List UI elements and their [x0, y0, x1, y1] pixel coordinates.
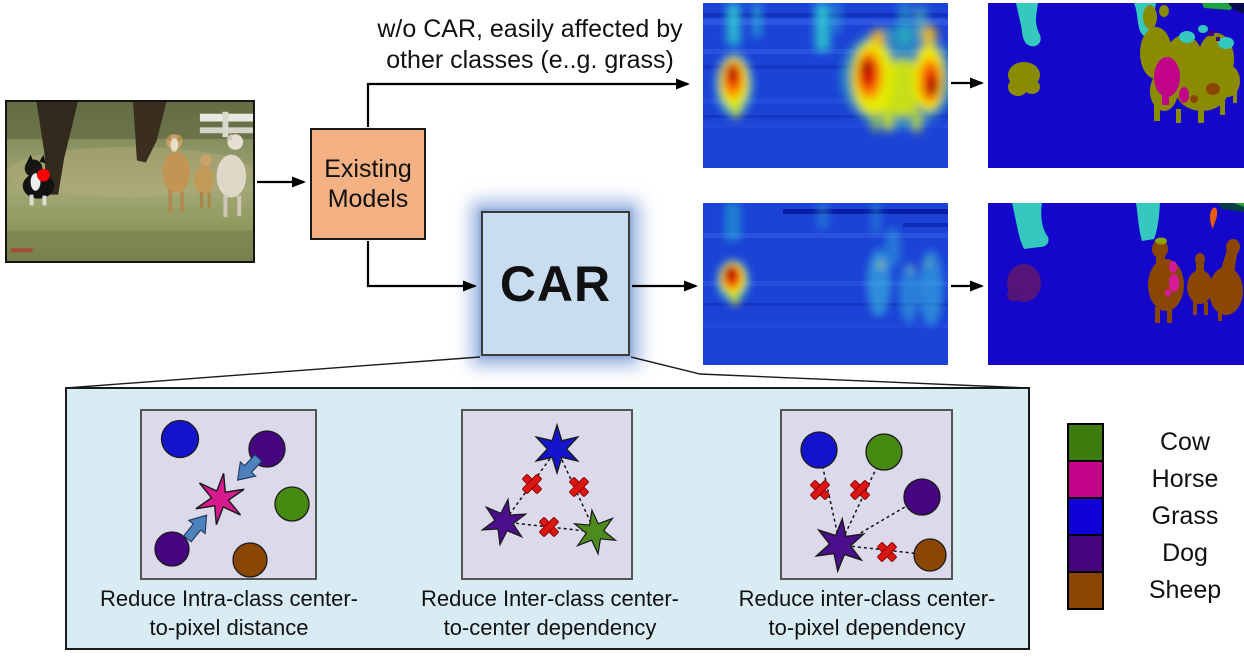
car-box: CAR [481, 211, 630, 356]
seg-green-corner [1202, 3, 1238, 10]
red-x-icon [876, 541, 898, 563]
dry-grass-band [7, 146, 253, 198]
caption-intra-class: Reduce Intra-class center- to-pixel dist… [100, 586, 358, 640]
seg-brown-patches [1190, 83, 1220, 103]
legend-row-sheep: Sheep [1067, 571, 1244, 610]
wo-car-annotation: w/o CAR, easily affected by other classe… [377, 15, 683, 74]
dog-center-star [815, 517, 864, 573]
sheep-color-swatch [1067, 571, 1104, 610]
caption-inter-pixel: Reduce inter-class center- to-pixel depe… [738, 586, 996, 640]
intra-class-diagram [140, 409, 317, 580]
heatmap-with-car [703, 203, 948, 365]
foreground-grass [7, 230, 253, 261]
tree-trunk-right [132, 102, 167, 163]
red-x-icon [521, 473, 543, 495]
dog-color-swatch [1067, 534, 1104, 573]
seg-green-corner [1234, 203, 1244, 207]
inter-class-center-diagram [461, 409, 633, 580]
caption-inter-center: Reduce Inter-class center- to-center dep… [421, 586, 679, 640]
photo-scene [7, 102, 253, 261]
legend-label: Grass [1151, 502, 1219, 530]
seg-dog-region [1007, 264, 1041, 302]
legend-row-cow: Cow [1067, 423, 1244, 462]
grass-center-star [536, 425, 578, 473]
horse-color-swatch [1067, 460, 1104, 499]
dog [22, 154, 55, 206]
legend-label: Dog [1162, 539, 1208, 567]
sheep-white [216, 133, 247, 218]
red-x-icon [568, 476, 590, 498]
legend-label: Cow [1159, 428, 1210, 456]
seg-cyan-patches [1179, 25, 1234, 49]
existing-models-box: Existing Models [310, 128, 426, 240]
segmentation-with-car [988, 203, 1244, 365]
heatmap-blobs [715, 3, 948, 133]
dog-center-star [480, 496, 527, 548]
heatmap-banding [703, 209, 948, 328]
seg-horse-region [1154, 57, 1189, 105]
legend-row-grass: Grass [1067, 497, 1244, 536]
cow-pixel-circle [865, 433, 903, 471]
seg-purple-dots [1208, 31, 1220, 41]
dog-pixel-circle [903, 478, 941, 516]
input-photo [5, 100, 255, 263]
seg-horse-specks [1165, 261, 1179, 297]
heatmap-blobs [716, 203, 943, 326]
red-x-icon [809, 479, 831, 501]
sheep-pixel-circle [232, 542, 268, 578]
sheep-tan-small [193, 154, 214, 209]
red-x-icon [849, 479, 871, 501]
cow-center-star [573, 508, 617, 557]
legend-label: Sheep [1148, 576, 1222, 604]
cow-pixel-circle [274, 486, 310, 522]
fence-post [222, 111, 229, 138]
seg-orange-flame [1209, 207, 1218, 229]
grass-pixel-circle [800, 431, 838, 469]
watermark-mark [10, 248, 33, 253]
class-legend: Cow Horse Grass Dog Sheep [1067, 423, 1244, 610]
cow-color-swatch [1067, 423, 1104, 462]
legend-label: Horse [1151, 465, 1219, 493]
grass-pixel-circle [160, 419, 200, 459]
arrow-models-to-heatmap-top [366, 78, 690, 127]
sheep-pixel-circle [913, 538, 947, 572]
heatmap-without-car [703, 3, 948, 168]
dog-pixel-circle-2 [154, 531, 190, 567]
red-x-icon [538, 516, 560, 538]
segmentation-without-car [988, 3, 1244, 168]
inter-class-pixel-diagram [780, 409, 953, 580]
seg-navy-corner [1228, 3, 1244, 14]
red-dot-marker [37, 168, 50, 182]
legend-row-dog: Dog [1067, 534, 1244, 573]
zoom-line-left [65, 356, 481, 389]
legend-row-horse: Horse [1067, 460, 1244, 499]
sheep-tan-large [162, 133, 191, 213]
grass-color-swatch [1067, 497, 1104, 536]
seg-tree-regions [1012, 203, 1160, 249]
seg-olive-speck [1155, 237, 1167, 245]
sheep-group [162, 133, 247, 218]
seg-misclassified-dog [1008, 62, 1040, 96]
arrow-models-to-car [366, 241, 477, 292]
seg-teal-corner [1218, 203, 1244, 212]
